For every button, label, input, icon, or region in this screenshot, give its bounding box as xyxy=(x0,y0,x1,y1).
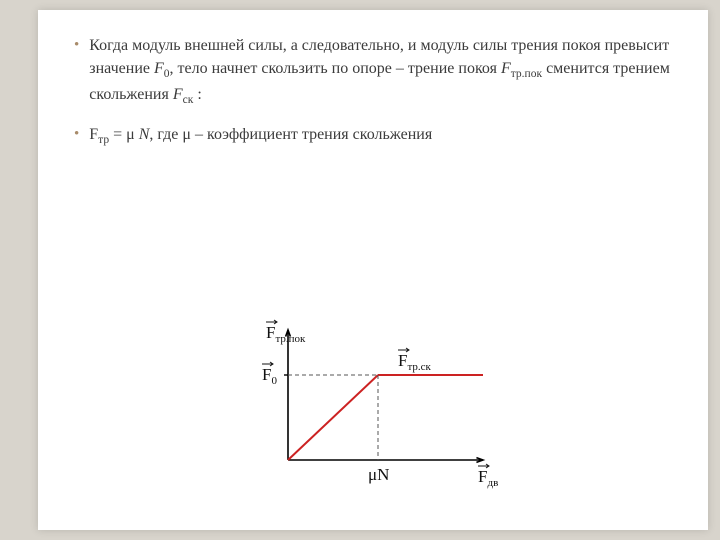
bullet-dot-icon: • xyxy=(74,124,79,146)
chart-svg: Fтр.покFдвF0Fтр.скμN xyxy=(248,320,508,480)
bullet-text: Когда модуль внешней силы, а следователь… xyxy=(89,34,676,109)
friction-chart: Fтр.пок Fдв F0 Fтр.ск μN xyxy=(248,320,528,500)
bullet-item: • Fтр = μ N, где μ – коэффициент трения с… xyxy=(74,123,676,149)
svg-text:Fтр.ск: Fтр.ск xyxy=(398,351,432,373)
bullet-item: • Когда модуль внешней силы, а следовател… xyxy=(74,34,676,109)
bullet-list: • Когда модуль внешней силы, а следовател… xyxy=(74,34,676,149)
svg-text:F0: F0 xyxy=(262,365,277,387)
svg-text:Fдв: Fдв xyxy=(478,467,498,489)
slide: • Когда модуль внешней силы, а следовател… xyxy=(38,10,708,530)
svg-text:Fтр.пок: Fтр.пок xyxy=(266,323,306,345)
svg-text:μN: μN xyxy=(368,465,389,484)
bullet-dot-icon: • xyxy=(74,35,79,57)
bullet-text: Fтр = μ N, где μ – коэффициент трения ск… xyxy=(89,123,676,149)
